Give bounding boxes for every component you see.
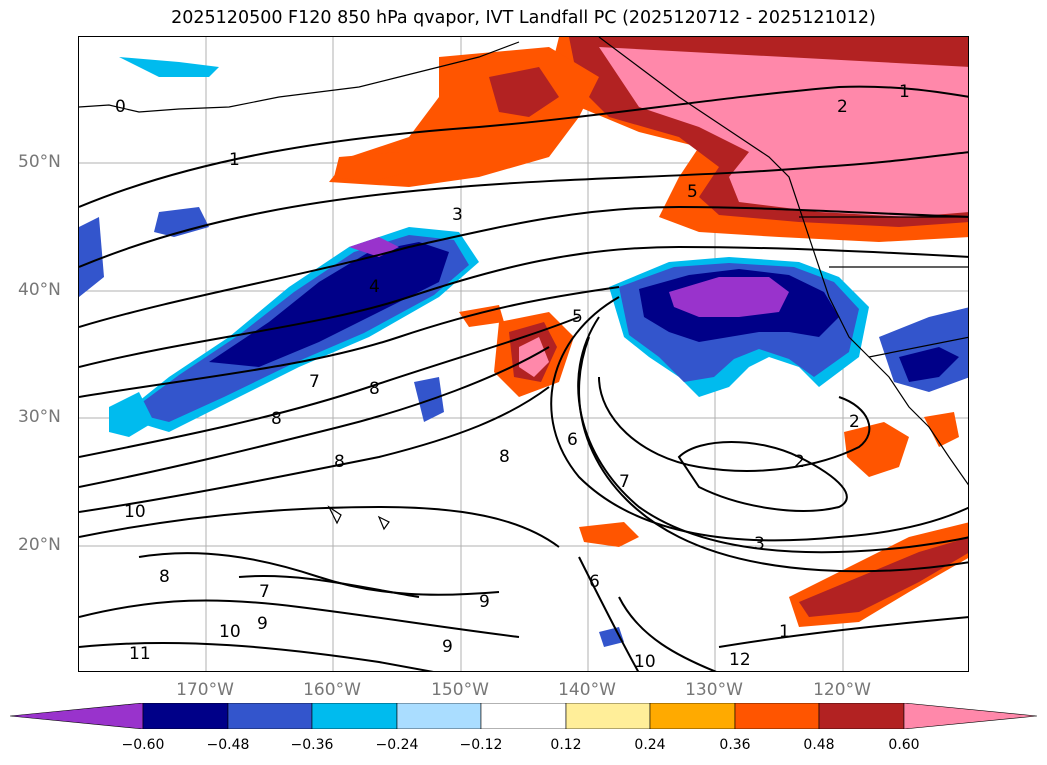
lat-label: 20°N <box>18 535 61 555</box>
lon-label: 160°W <box>303 680 361 700</box>
colorbar-segment <box>227 703 313 729</box>
contour-label: 10 <box>219 622 241 642</box>
lon-label: 130°W <box>685 680 743 700</box>
contour-label: 9 <box>442 637 453 657</box>
colorbar-segment <box>311 703 398 729</box>
map-title: 2025120500 F120 850 hPa qvapor, IVT Land… <box>171 8 876 28</box>
contour-label: 9 <box>479 592 490 612</box>
colorbar-segment <box>480 703 567 729</box>
contour-label: 7 <box>259 582 270 602</box>
contour-label: 4 <box>369 277 380 297</box>
colorbar-segment <box>565 703 651 729</box>
contour-label: 3 <box>452 205 463 225</box>
contour-labels: 0 1 1 2 3 4 5 5 6 6 7 7 7 8 8 8 8 9 9 10… <box>115 82 910 672</box>
contour-label: 10 <box>124 502 146 522</box>
colorbar-segment <box>734 703 820 729</box>
lon-label: 120°W <box>813 680 871 700</box>
lat-label: 30°N <box>18 407 61 427</box>
contour-label: 8 <box>159 567 170 587</box>
colorbar-tick: 0.48 <box>803 737 835 753</box>
colorbar-tick: −0.12 <box>459 737 503 753</box>
lon-label: 140°W <box>558 680 616 700</box>
lon-label: 150°W <box>431 680 489 700</box>
contour-label: 6 <box>589 572 600 592</box>
colorbar-segment <box>142 703 229 729</box>
positive-anomaly-fills <box>329 37 968 627</box>
contour-label: 1 <box>779 622 790 642</box>
contour-label: 7 <box>309 372 320 392</box>
colorbar-tick: −0.48 <box>206 737 250 753</box>
contour-label: 2 <box>849 412 860 432</box>
contour-label: 8 <box>499 447 510 467</box>
contour-label: 9 <box>257 614 268 634</box>
contour-label: 1 <box>899 82 910 102</box>
colorbar-segment <box>903 703 1037 729</box>
colorbar-segment <box>649 703 736 729</box>
colorbar-segment <box>818 703 905 729</box>
colorbar-segment <box>396 703 482 729</box>
contour-label: 5 <box>687 182 698 202</box>
contour-label: 8 <box>271 409 282 429</box>
colorbar-segment <box>10 703 144 729</box>
colorbar-tick: 0.36 <box>719 737 751 753</box>
colorbar-tick: −0.36 <box>290 737 334 753</box>
contour-label: 2 <box>837 97 848 117</box>
coastlines <box>79 37 968 531</box>
lat-label: 40°N <box>18 280 61 300</box>
negative-anomaly-fills <box>79 57 968 647</box>
contour-label: 10 <box>634 652 656 672</box>
contour-label: 8 <box>369 379 380 399</box>
contour-label: 0 <box>115 97 126 117</box>
colorbar-tick: −0.60 <box>121 737 165 753</box>
contour-label: 7 <box>619 472 630 492</box>
contour-label: 1 <box>229 150 240 170</box>
contour-label: 12 <box>729 650 751 670</box>
colorbar <box>10 703 1037 729</box>
colorbar-tick: 0.60 <box>888 737 920 753</box>
map-canvas: 0 1 1 2 3 4 5 5 6 6 7 7 7 8 8 8 8 9 9 10… <box>79 37 968 672</box>
map-panel: 0 1 1 2 3 4 5 5 6 6 7 7 7 8 8 8 8 9 9 10… <box>78 36 969 672</box>
colorbar-tick: 0.24 <box>634 737 666 753</box>
colorbar-tick: −0.24 <box>375 737 419 753</box>
ivt-contours <box>79 85 968 671</box>
lon-label: 170°W <box>176 680 234 700</box>
colorbar-tick: 0.12 <box>550 737 582 753</box>
contour-label: 11 <box>129 644 151 664</box>
lat-label: 50°N <box>18 152 61 172</box>
contour-label: 6 <box>567 430 578 450</box>
contour-label: 2 <box>794 452 805 472</box>
contour-label: 5 <box>572 307 583 327</box>
contour-label: 3 <box>754 534 765 554</box>
contour-label: 8 <box>334 452 345 472</box>
